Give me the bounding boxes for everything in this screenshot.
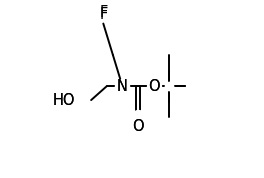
Text: HO: HO	[53, 93, 76, 108]
Text: HO: HO	[53, 93, 76, 108]
Text: O: O	[148, 79, 159, 94]
Text: O: O	[148, 79, 159, 94]
Text: O: O	[132, 119, 144, 134]
Text: N: N	[117, 79, 128, 94]
Text: F: F	[99, 7, 107, 22]
Text: N: N	[117, 79, 128, 94]
Text: F: F	[99, 5, 107, 20]
Text: O: O	[132, 119, 144, 134]
